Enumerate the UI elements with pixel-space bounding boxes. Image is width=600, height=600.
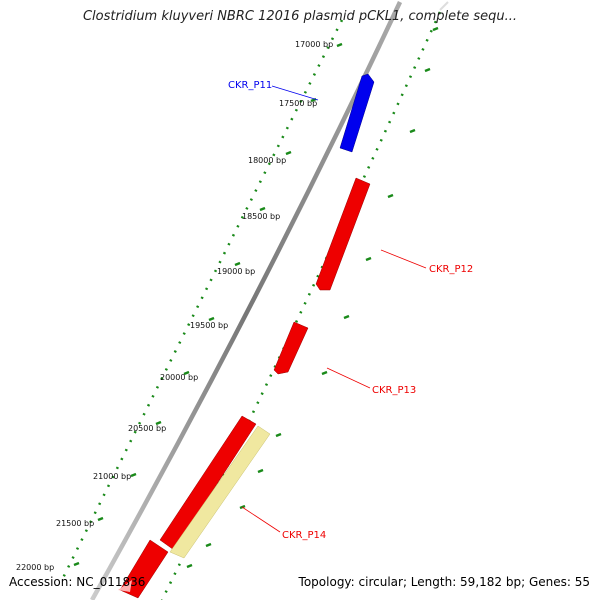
gene-ckr-p14[interactable] (159, 415, 257, 551)
gene-ckr-p14-pale (118, 580, 132, 592)
gene-ckr-p13[interactable] (273, 321, 309, 375)
accession-label: Accession: NC_011836 (9, 575, 146, 589)
tick-label-21500: 21500 bp (56, 519, 94, 528)
map-title: Clostridium kluyveri NBRC 12016 plasmid … (82, 9, 517, 24)
plasmid-backbone-faint (439, 1, 449, 11)
gene-label-ckr-p13[interactable]: CKR_P13 (372, 385, 416, 396)
tick-label-20500: 20500 bp (128, 424, 166, 433)
gene-ckr-p15[interactable] (119, 539, 169, 599)
gene-ckr-p12[interactable] (315, 177, 371, 291)
tick-label-19000: 19000 bp (217, 267, 255, 276)
topology-summary: Topology: circular; Length: 59,182 bp; G… (298, 575, 590, 589)
leader-ckr-p14 (241, 506, 281, 533)
outer-tick-marks (186, 26, 439, 569)
gene-label-ckr-p12[interactable]: CKR_P12 (429, 264, 473, 275)
tick-label-18500: 18500 bp (242, 212, 280, 221)
leader-ckr-p13 (326, 367, 371, 389)
feature-highlight (169, 425, 271, 559)
leader-ckr-p11 (271, 85, 319, 101)
tick-label-20000: 20000 bp (160, 373, 198, 382)
gene-ckr-p11[interactable] (339, 73, 375, 153)
inner-tick-marks (73, 42, 343, 567)
plasmid-backbone (90, 1, 403, 600)
gene-label-ckr-p14[interactable]: CKR_P14 (282, 530, 326, 541)
tick-label-17000: 17000 bp (295, 40, 333, 49)
tick-label-19500: 19500 bp (190, 321, 228, 330)
gene-label-ckr-p11[interactable]: CKR_P11 (228, 80, 272, 91)
tick-label-18000: 18000 bp (248, 156, 286, 165)
tick-label-22000: 22000 bp (16, 563, 54, 572)
tick-label-17500: 17500 bp (279, 99, 317, 108)
leader-ckr-p12 (380, 249, 427, 269)
tick-label-21000: 21000 bp (93, 472, 131, 481)
